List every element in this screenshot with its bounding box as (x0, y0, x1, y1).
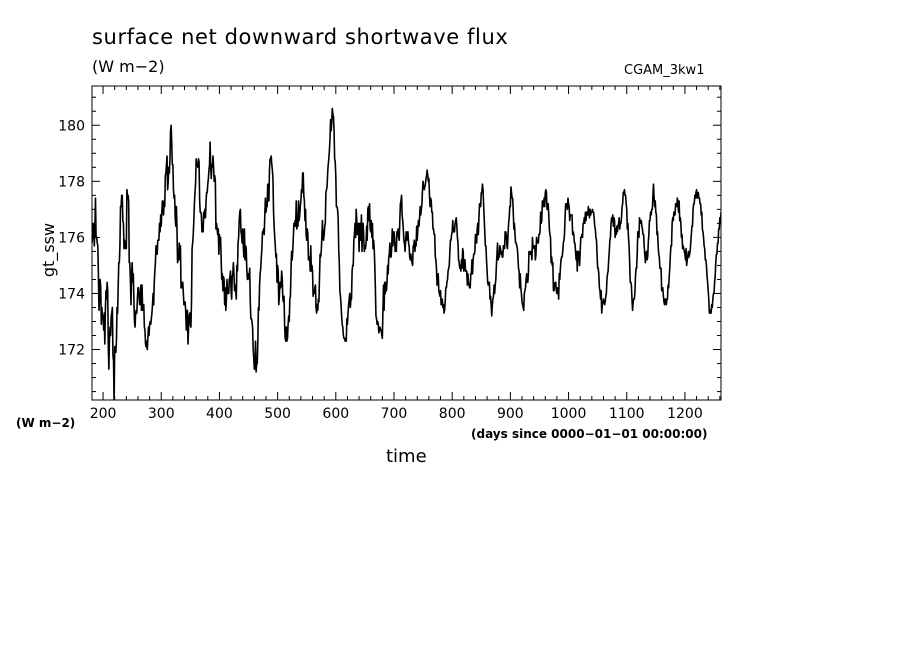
x-tick-label: 700 (381, 406, 408, 422)
y-tick-label: 178 (58, 174, 85, 190)
x-tick-label: 1000 (551, 406, 587, 422)
x-tick-label: 1100 (609, 406, 645, 422)
y-tick-label: 176 (58, 230, 85, 246)
x-tick-label: 800 (439, 406, 466, 422)
plot-frame (91, 85, 722, 401)
chart-title: surface net downward shortwave flux (92, 25, 509, 49)
y-tick-label: 174 (58, 286, 85, 302)
x-tick-label: 600 (322, 406, 349, 422)
series-line-0 (92, 107, 721, 400)
chart-units-label: (W m−2) (92, 57, 165, 76)
x-axis-units-label: (days since 0000−01−01 00:00:00) (471, 427, 708, 441)
series-group (92, 107, 721, 400)
x-tick-label: 500 (264, 406, 291, 422)
y-tick-label: 172 (58, 343, 85, 359)
x-tick-label: 400 (206, 406, 233, 422)
run-label: CGAM_3kw1 (624, 63, 705, 78)
y-axis-units-label: (W m−2) (16, 416, 76, 430)
x-axis-label: time (386, 446, 427, 467)
x-tick-label: 300 (148, 406, 175, 422)
x-tick-label: 900 (497, 406, 524, 422)
x-tick-label: 200 (90, 406, 117, 422)
x-tick-label: 1200 (667, 406, 703, 422)
y-tick-label: 180 (58, 118, 85, 134)
axis-ticks: 200 300 400 500 600 700 800 900 1000 1100 1200 172 1… (58, 86, 721, 422)
